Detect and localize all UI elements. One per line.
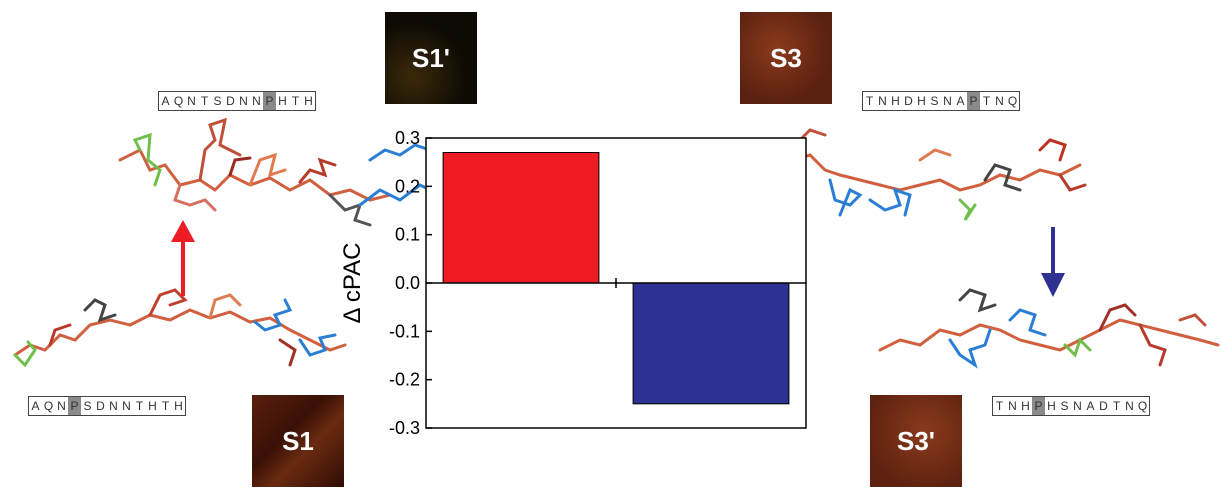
afm-label-s3-prime: S3' [897,425,935,456]
afm-image-s1: S1 [252,395,344,487]
molecule-top-right [763,128,1087,221]
sequence-residue: H [1047,399,1056,413]
sequence-residue: T [995,399,1004,413]
sequence-residue: N [239,94,248,108]
y-tick-label: -0.3 [389,418,420,438]
sequence-residue: N [252,94,261,108]
molecule-bottom-right [878,288,1220,369]
bar-right [632,282,790,405]
afm-label-s1: S1 [282,425,314,456]
sequence-residue: N [122,399,131,413]
afm-label-s3: S3 [770,42,802,73]
y-tick-label: 0.0 [395,273,420,293]
sequence-residue: A [956,94,965,108]
sequence-residue: S [83,399,92,413]
sequence-residue: H [148,399,157,413]
sequence-residue: T [135,399,144,413]
sequence-residue: T [291,94,300,108]
molecule-top-left [118,117,462,227]
sequence-residue: D [96,399,105,413]
arrow-up-red [171,220,195,296]
sequence-residue: T [1112,399,1121,413]
sequence-residue: N [878,94,887,108]
sequence-residue: P [1032,397,1045,415]
sequence-residue: P [68,397,81,415]
afm-image-s3: S3 [740,12,832,104]
sequence-residue: S [213,94,222,108]
afm-label-s1-prime: S1' [412,42,450,73]
sequence-residue: Q [1007,94,1018,108]
sequence-residue: T [982,94,991,108]
y-tick-label: -0.2 [389,370,420,390]
sequence-residue: N [57,399,66,413]
sequence-residue: N [1008,399,1017,413]
sequence-residue: P [967,92,980,110]
sequence-residue: T [161,399,170,413]
sequence-residue: D [226,94,235,108]
sequence-residue: T [200,94,209,108]
sequence-residue: A [161,94,170,108]
sequence-residue: N [1073,399,1082,413]
y-tick-label: 0.1 [395,225,420,245]
molecule-bottom-left [13,288,347,368]
sequence-residue: H [278,94,287,108]
sequence-residue: N [187,94,196,108]
delta-cpac-bar-chart: 0.3 0.2 0.1 0.0 -0.1 -0.2 -0.3 Δ cPAC [339,128,807,438]
afm-image-s1-prime: S1' [385,12,477,104]
y-tick-label: 0.2 [395,176,420,196]
sequence-residue: S [930,94,939,108]
arrow-down-blue [1041,227,1065,297]
y-tick-label: -0.1 [389,321,420,341]
sequence-residue: H [917,94,926,108]
sequence-residue: T [865,94,874,108]
sequence-residue: N [943,94,952,108]
sequence-residue: N [1125,399,1134,413]
sequence-residue: D [904,94,913,108]
sequence-residue: H [304,94,313,108]
y-tick-label: 0.3 [395,128,420,148]
sequence-residue: H [891,94,900,108]
sequence-residue: A [31,399,40,413]
sequence-residue: Q [43,399,54,413]
bar-left [442,152,600,284]
sequence-residue: H [174,399,183,413]
sequence-residue: N [109,399,118,413]
sequence-residue: H [1021,399,1030,413]
sequence-residue: D [1099,399,1108,413]
sequence-residue: P [263,92,276,110]
sequence-residue: Q [173,94,184,108]
y-axis-label: Δ cPAC [339,243,366,324]
sequence-residue: N [995,94,1004,108]
sequence-residue: A [1086,399,1095,413]
afm-image-s3-prime: S3' [870,395,962,487]
sequence-residue: Q [1137,399,1148,413]
sequence-residue: S [1060,399,1069,413]
